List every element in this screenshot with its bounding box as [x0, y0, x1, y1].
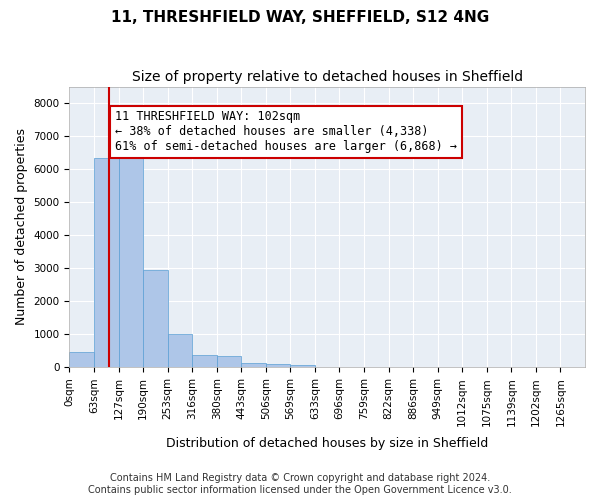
Bar: [266, 364, 290, 368]
Bar: [217, 356, 241, 368]
Bar: [290, 366, 315, 368]
Text: 11 THRESHFIELD WAY: 102sqm
← 38% of detached houses are smaller (4,338)
61% of s: 11 THRESHFIELD WAY: 102sqm ← 38% of deta…: [115, 110, 457, 154]
X-axis label: Distribution of detached houses by size in Sheffield: Distribution of detached houses by size …: [166, 437, 488, 450]
Bar: [119, 158, 143, 368]
Y-axis label: Number of detached properties: Number of detached properties: [15, 128, 28, 326]
Bar: [94, 158, 119, 368]
Bar: [241, 364, 266, 368]
Text: 11, THRESHFIELD WAY, SHEFFIELD, S12 4NG: 11, THRESHFIELD WAY, SHEFFIELD, S12 4NG: [111, 10, 489, 25]
Bar: [70, 352, 94, 368]
Text: Contains HM Land Registry data © Crown copyright and database right 2024.
Contai: Contains HM Land Registry data © Crown c…: [88, 474, 512, 495]
Bar: [192, 355, 217, 368]
Title: Size of property relative to detached houses in Sheffield: Size of property relative to detached ho…: [131, 70, 523, 84]
Bar: [167, 334, 192, 368]
Bar: [143, 270, 167, 368]
